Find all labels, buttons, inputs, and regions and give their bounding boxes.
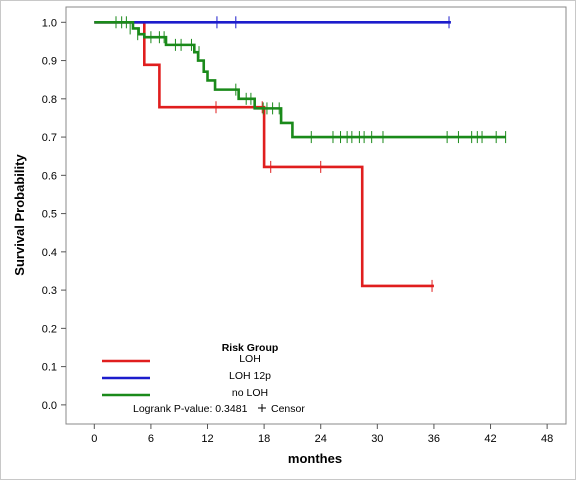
x-tick-label: 42 (484, 433, 496, 445)
y-axis-title: Survival Probability (12, 154, 27, 276)
x-axis: 0 6 12 18 24 30 36 42 48 (91, 424, 553, 445)
x-tick-label: 24 (315, 433, 327, 445)
legend-label-no-loh: no LOH (232, 387, 268, 399)
legend-entries: LOH LOH 12p no LOH (102, 353, 271, 399)
series-layer (94, 16, 507, 292)
plot-area (65, 6, 567, 425)
series-line-loh (94, 21, 434, 288)
x-tick-label: 48 (541, 433, 553, 445)
x-tick-label: 6 (148, 433, 154, 445)
logrank-pvalue: Logrank P-value: 0.3481 (133, 403, 248, 415)
legend-title: Risk Group (222, 342, 279, 354)
legend: Risk Group LOH LOH 12p no LOH Logrank P-va… (102, 342, 305, 415)
y-tick-label: 0.7 (42, 132, 57, 144)
y-tick-label: 0.8 (42, 94, 57, 106)
x-tick-label: 12 (201, 433, 213, 445)
legend-censor-label: Censor (271, 403, 305, 415)
y-tick-label: 0.0 (42, 400, 57, 412)
y-axis: 0.0 0.1 0.2 0.3 0.4 0.5 0.6 0.7 0.8 0.9 1.0 (42, 17, 66, 412)
y-tick-label: 0.5 (42, 209, 57, 221)
x-tick-label: 36 (428, 433, 440, 445)
y-tick-label: 0.4 (42, 247, 57, 259)
y-tick-label: 1.0 (42, 17, 57, 29)
series-line-no-loh (94, 21, 506, 139)
x-axis-title: monthes (288, 451, 342, 466)
y-tick-label: 0.3 (42, 285, 57, 297)
x-tick-label: 0 (91, 433, 97, 445)
y-tick-label: 0.6 (42, 170, 57, 182)
x-tick-label: 30 (371, 433, 383, 445)
legend-label-loh-12p: LOH 12p (229, 370, 271, 382)
y-tick-label: 0.9 (42, 56, 57, 68)
y-tick-label: 0.2 (42, 323, 57, 335)
y-tick-label: 0.1 (42, 362, 57, 374)
legend-label-loh: LOH (239, 353, 261, 365)
x-tick-label: 18 (258, 433, 270, 445)
